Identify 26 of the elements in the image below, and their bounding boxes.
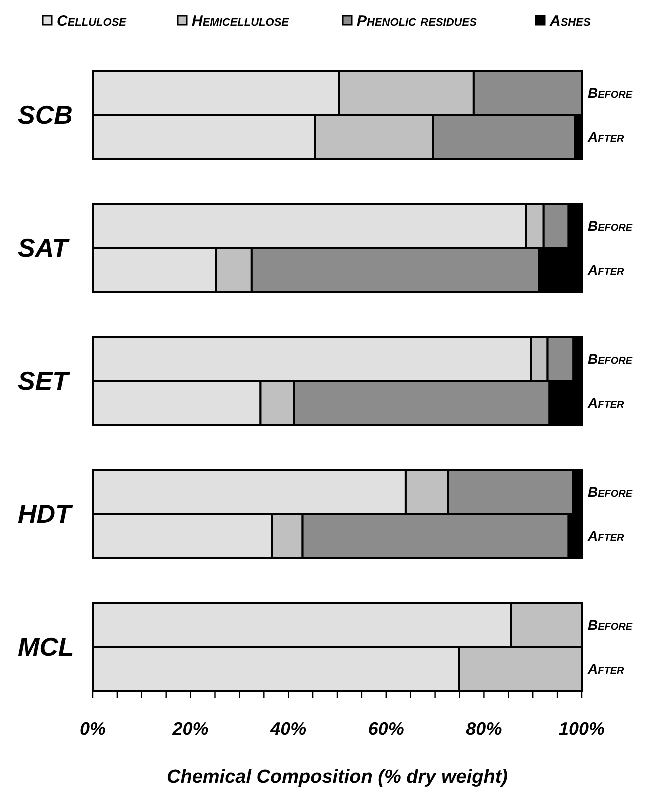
y-tick-label: After: [587, 661, 625, 677]
x-tick-label: 60%: [368, 719, 404, 739]
y-tick-label: Before: [588, 617, 633, 633]
text: SET: [18, 366, 71, 396]
legend-label: Hemicellulose: [192, 13, 290, 30]
x-tick-label: 20%: [172, 719, 209, 739]
y-tick-label: After: [587, 395, 625, 411]
y-tick-label: Before: [588, 351, 633, 367]
y-tick-label: After: [587, 528, 625, 544]
legend-label: Phenolic residues: [357, 13, 478, 30]
legend-label: Cellulose: [57, 13, 128, 30]
y-tick-label: Before: [588, 85, 633, 101]
y-tick-label: After: [587, 129, 625, 145]
text: MCL: [18, 632, 74, 662]
x-tick-label: 80%: [466, 719, 502, 739]
x-axis-title: Chemical Composition (% dry weight): [167, 767, 508, 788]
legend-label: Ashes: [549, 13, 592, 30]
y-tick-label: After: [587, 262, 625, 278]
x-tick-label: 0%: [80, 719, 106, 739]
x-tick-label: 40%: [270, 719, 307, 739]
text: HDT: [18, 499, 74, 529]
y-tick-label: Before: [588, 484, 633, 500]
x-tick-label: 100%: [558, 719, 606, 739]
text: SCB: [18, 100, 73, 130]
text: SAT: [18, 233, 70, 263]
y-tick-label: Before: [588, 218, 633, 234]
